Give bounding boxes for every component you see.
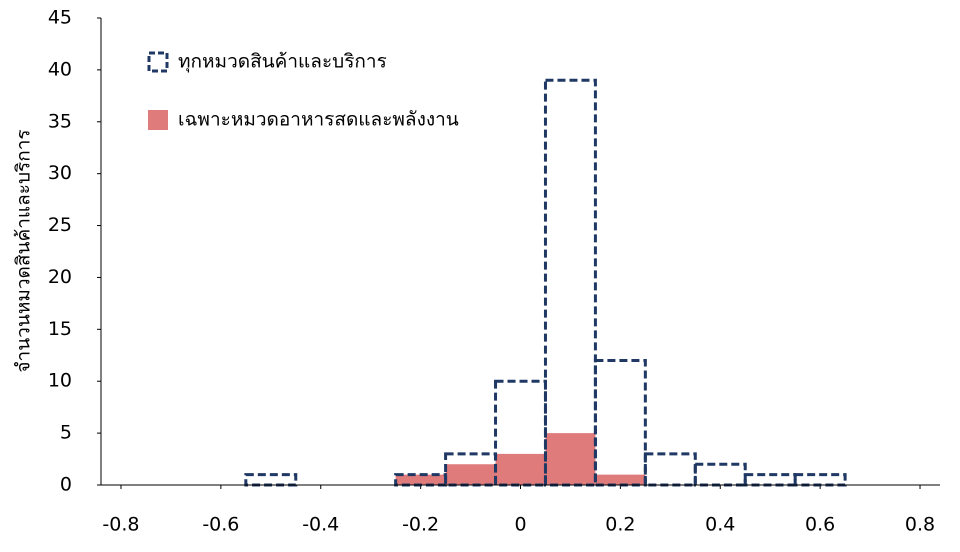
y-tick-label: 40 <box>48 58 72 80</box>
bar <box>395 474 446 485</box>
legend-swatch <box>147 51 169 73</box>
bar <box>495 453 546 485</box>
legend-label: ทุกหมวดสินค้าและบริการ <box>178 51 387 74</box>
y-tick-label: 20 <box>48 266 72 288</box>
bar <box>643 452 697 487</box>
bar <box>793 473 847 487</box>
y-tick-label: 15 <box>48 318 72 340</box>
bar <box>743 473 797 487</box>
legend-label: เฉพาะหมวดอาหารสดและพลังงาน <box>178 109 459 131</box>
legend-swatch <box>148 110 168 130</box>
x-tick-label: -0.8 <box>102 514 139 536</box>
x-tick-label: 0 <box>514 514 526 536</box>
bar <box>445 464 496 485</box>
x-tick-label: 0.8 <box>905 514 935 536</box>
y-tick-label: 10 <box>48 370 72 392</box>
bar <box>593 358 647 487</box>
y-tick-label: 25 <box>48 214 72 236</box>
x-tick-label: 0.4 <box>705 514 735 536</box>
y-tick-label: 35 <box>48 110 72 132</box>
bar <box>693 462 747 487</box>
x-tick-label: 0.6 <box>805 514 835 536</box>
bar <box>244 473 298 487</box>
y-tick-label: 0 <box>60 474 72 496</box>
y-tick-label: 45 <box>48 7 72 29</box>
x-tick-label: -0.2 <box>402 514 439 536</box>
y-tick-label: 5 <box>60 422 72 444</box>
bar <box>543 78 597 487</box>
x-tick-label: -0.4 <box>302 514 339 536</box>
x-tick-label: 0.2 <box>605 514 635 536</box>
y-tick-label: 30 <box>48 162 72 184</box>
y-axis-label: จำนวนหมวดสินค้าและบริการ <box>13 129 35 372</box>
bar <box>595 474 646 485</box>
x-tick-label: -0.6 <box>202 514 239 536</box>
bar <box>545 433 596 485</box>
